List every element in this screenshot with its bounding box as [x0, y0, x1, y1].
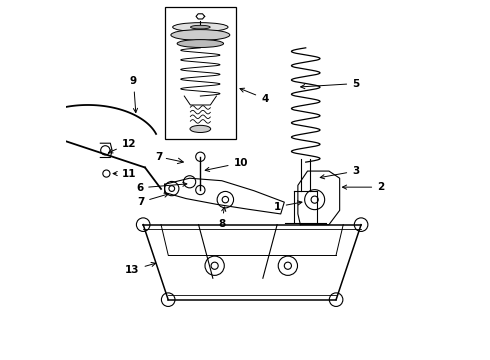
Text: 8: 8 — [218, 207, 226, 229]
Ellipse shape — [190, 125, 211, 132]
Text: 9: 9 — [130, 76, 138, 113]
Text: 4: 4 — [240, 88, 269, 104]
Text: 7: 7 — [155, 152, 163, 162]
Text: 6: 6 — [136, 182, 187, 193]
Text: 7: 7 — [137, 193, 169, 207]
Text: 3: 3 — [320, 166, 360, 179]
Ellipse shape — [177, 40, 223, 48]
Text: 10: 10 — [205, 158, 248, 171]
Ellipse shape — [172, 23, 228, 32]
Ellipse shape — [171, 30, 230, 40]
Ellipse shape — [191, 25, 210, 29]
Text: 5: 5 — [301, 78, 360, 89]
Text: 12: 12 — [108, 139, 136, 153]
Text: 13: 13 — [125, 262, 155, 275]
Bar — [165, 7, 236, 139]
Text: 2: 2 — [343, 182, 385, 192]
Text: 1: 1 — [273, 201, 302, 212]
Text: 11: 11 — [113, 168, 136, 179]
